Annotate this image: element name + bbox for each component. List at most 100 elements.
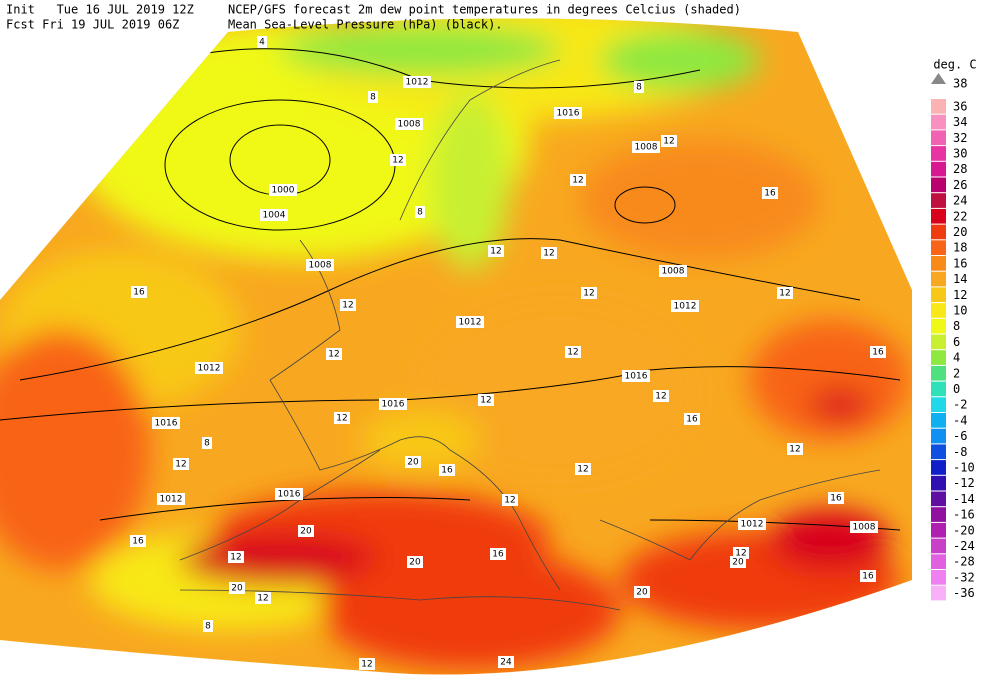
- label-box: [340, 299, 356, 311]
- label-box: [269, 184, 297, 196]
- legend-label: -12: [953, 476, 975, 490]
- label-box: [787, 443, 803, 455]
- legend-label: 32: [953, 131, 967, 145]
- label-box: [634, 81, 644, 93]
- map-label: 12: [543, 249, 554, 259]
- legend-label: 4: [953, 351, 960, 365]
- label-box: [131, 286, 147, 298]
- map-label: 1016: [382, 400, 405, 410]
- map-label: 1016: [155, 419, 178, 429]
- map-label: 12: [779, 289, 790, 299]
- map-label: 12: [230, 553, 241, 563]
- legend-swatch: [931, 460, 946, 475]
- map-label: 1008: [635, 143, 658, 153]
- legend-swatch: [931, 224, 946, 240]
- map-label: 20: [231, 584, 243, 594]
- legend-label: 0: [953, 382, 960, 396]
- legend-swatch: [931, 240, 946, 255]
- legend-swatch: [931, 491, 946, 507]
- label-box: [395, 118, 423, 130]
- label-box: [738, 518, 766, 530]
- label-box: [260, 209, 288, 221]
- label-box: [456, 316, 484, 328]
- map-label: 12: [480, 396, 491, 406]
- legend-swatch: [931, 193, 946, 208]
- legend-swatch: [931, 130, 946, 146]
- legend-label: -4: [953, 413, 967, 427]
- map-label: 8: [204, 439, 210, 449]
- dew-point-field: [0, 18, 912, 675]
- legend-label: 6: [953, 335, 960, 349]
- map-label: 12: [655, 392, 666, 402]
- legend-swatch: [931, 397, 946, 412]
- map-label: 12: [175, 460, 186, 470]
- map-label: 8: [636, 83, 642, 93]
- label-box: [565, 346, 581, 358]
- legend-swatch: [931, 271, 946, 287]
- legend-swatch: [931, 381, 946, 397]
- label-box: [684, 413, 700, 425]
- legend-swatch: [931, 177, 946, 193]
- legend: 38363432302826242220181614121086420-2-4-…: [931, 73, 975, 601]
- legend-label: -28: [953, 555, 975, 569]
- legend-label: -14: [953, 492, 975, 506]
- label-box: [730, 556, 746, 568]
- legend-label: 18: [953, 241, 967, 255]
- legend-title: deg. C: [933, 58, 976, 72]
- legend-swatch: [931, 570, 946, 585]
- map-label: 20: [407, 458, 419, 468]
- label-box: [405, 456, 421, 468]
- label-box: [130, 535, 146, 547]
- label-box: [359, 658, 375, 670]
- legend-label: -2: [953, 398, 967, 412]
- label-box: [634, 586, 650, 598]
- label-box: [762, 187, 778, 199]
- map-label: 12: [328, 350, 339, 360]
- label-box: [478, 394, 494, 406]
- legend-triangle: [931, 73, 946, 84]
- label-box: [860, 570, 876, 582]
- legend-label: 22: [953, 209, 967, 223]
- legend-label: 26: [953, 178, 967, 192]
- legend-label: -8: [953, 445, 967, 459]
- label-box: [255, 592, 271, 604]
- label-box: [575, 463, 591, 475]
- label-box: [554, 107, 582, 119]
- map-label: 1016: [278, 490, 301, 500]
- map-label: 12: [583, 289, 594, 299]
- map-label: 16: [830, 494, 842, 504]
- legend-label: 24: [953, 194, 967, 208]
- map-labels: 4 1012 8 1016 8 1008 1008 12 12 1000 12 16 1004 8 12 12…: [130, 36, 886, 670]
- map-label: 1012: [459, 318, 482, 328]
- label-box: [157, 493, 185, 505]
- legend-swatch: [931, 208, 946, 224]
- label-box: [653, 390, 669, 402]
- legend-label: -36: [953, 586, 975, 600]
- coastlines: [179, 59, 881, 611]
- map-label: 1008: [398, 120, 421, 130]
- title-line: Mean Sea-Level Pressure (hPa) (black).: [228, 18, 503, 32]
- map-label: 16: [133, 288, 145, 298]
- legend-label: 28: [953, 162, 967, 176]
- label-box: [334, 412, 350, 424]
- label-box: [498, 656, 514, 668]
- label-box: [326, 348, 342, 360]
- legend-swatch: [931, 413, 946, 428]
- init-label: Init Tue 16 JUL 2019 12Z: [6, 3, 194, 17]
- title-line: NCEP/GFS forecast 2m dew point temperatu…: [228, 3, 741, 17]
- legend-label: -20: [953, 523, 975, 537]
- map-label: 16: [686, 415, 698, 425]
- legend-swatch: [931, 538, 946, 554]
- legend-swatch: [931, 114, 946, 130]
- label-box: [632, 141, 660, 153]
- legend-label: -32: [953, 570, 975, 584]
- legend-swatch: [931, 585, 946, 601]
- map-label: 20: [732, 558, 744, 568]
- map-label: 12: [572, 176, 583, 186]
- legend-label: -10: [953, 460, 975, 474]
- map-label: 20: [409, 558, 421, 568]
- legend-label: 12: [953, 288, 967, 302]
- label-box: [439, 464, 455, 476]
- label-box: [407, 556, 423, 568]
- legend-swatch: [931, 303, 946, 318]
